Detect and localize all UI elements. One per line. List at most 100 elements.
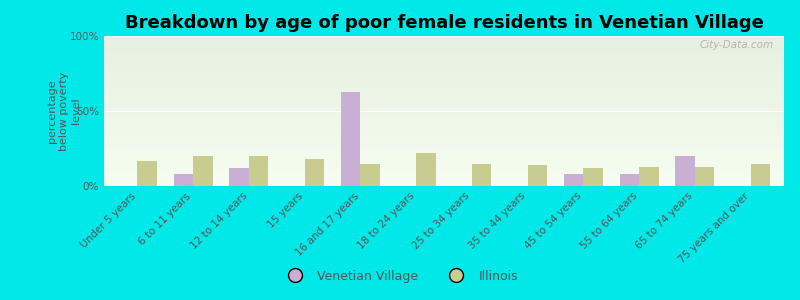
Bar	[104, 128, 784, 129]
Bar	[104, 122, 784, 123]
Bar	[104, 176, 784, 177]
Bar	[104, 81, 784, 82]
Bar	[104, 182, 784, 183]
Bar	[174, 174, 193, 186]
Bar	[104, 38, 784, 39]
Bar	[104, 69, 784, 70]
Bar	[104, 156, 784, 158]
Bar	[104, 164, 784, 165]
Bar	[104, 60, 784, 61]
Bar	[104, 58, 784, 60]
Bar	[104, 124, 784, 126]
Bar	[695, 167, 714, 186]
Bar	[619, 174, 639, 186]
Bar	[104, 85, 784, 87]
Bar	[104, 183, 784, 184]
Bar	[104, 136, 784, 138]
Bar	[104, 82, 784, 84]
Bar	[104, 102, 784, 104]
Bar	[104, 140, 784, 141]
Bar	[104, 159, 784, 160]
Bar	[104, 138, 784, 140]
Y-axis label: percentage
below poverty
level: percentage below poverty level	[47, 71, 81, 151]
Bar	[104, 57, 784, 58]
Bar	[104, 178, 784, 180]
Bar	[104, 39, 784, 40]
Bar	[104, 184, 784, 186]
Bar	[104, 48, 784, 50]
Bar	[104, 76, 784, 78]
Bar	[675, 156, 695, 186]
Bar	[104, 108, 784, 110]
Bar	[104, 153, 784, 154]
Bar	[528, 165, 547, 186]
Bar	[472, 164, 491, 186]
Bar	[104, 141, 784, 142]
Bar	[104, 167, 784, 168]
Text: City-Data.com: City-Data.com	[700, 40, 774, 50]
Bar	[104, 169, 784, 171]
Bar	[249, 156, 269, 186]
Bar	[104, 94, 784, 96]
Bar	[104, 144, 784, 146]
Bar	[583, 168, 603, 186]
Bar	[104, 135, 784, 136]
Bar	[104, 80, 784, 81]
Bar	[104, 171, 784, 172]
Bar	[104, 74, 784, 75]
Bar	[104, 40, 784, 42]
Bar	[104, 45, 784, 46]
Bar	[104, 112, 784, 114]
Bar	[104, 103, 784, 105]
Bar	[104, 90, 784, 92]
Bar	[104, 147, 784, 148]
Bar	[104, 105, 784, 106]
Bar	[104, 84, 784, 86]
Bar	[104, 68, 784, 69]
Bar	[104, 150, 784, 152]
Bar	[104, 110, 784, 111]
Bar	[305, 159, 324, 186]
Bar	[104, 174, 784, 176]
Bar	[104, 160, 784, 162]
Bar	[104, 70, 784, 72]
Bar	[104, 106, 784, 108]
Bar	[104, 46, 784, 48]
Bar	[104, 88, 784, 90]
Bar	[104, 177, 784, 178]
Bar	[104, 118, 784, 120]
Bar	[104, 111, 784, 112]
Bar	[104, 99, 784, 100]
Bar	[104, 64, 784, 66]
Bar	[104, 93, 784, 94]
Bar	[104, 180, 784, 182]
Bar	[104, 154, 784, 156]
Bar	[104, 96, 784, 98]
Bar	[104, 116, 784, 117]
Bar	[360, 164, 380, 186]
Bar	[104, 75, 784, 76]
Bar	[104, 78, 784, 80]
Bar	[104, 142, 784, 144]
Bar	[138, 160, 157, 186]
Bar	[416, 153, 436, 186]
Bar	[341, 92, 360, 186]
Bar	[104, 100, 784, 102]
Bar	[639, 167, 658, 186]
Bar	[104, 92, 784, 93]
Bar	[104, 129, 784, 130]
Bar	[104, 172, 784, 174]
Bar	[230, 168, 249, 186]
Bar	[104, 117, 784, 118]
Bar	[104, 123, 784, 124]
Bar	[104, 168, 784, 170]
Bar	[104, 52, 784, 54]
Legend: Venetian Village, Illinois: Venetian Village, Illinois	[277, 265, 523, 288]
Bar	[193, 156, 213, 186]
Bar	[564, 174, 583, 186]
Bar	[104, 152, 784, 153]
Bar	[104, 63, 784, 64]
Bar	[104, 158, 784, 159]
Bar	[104, 148, 784, 150]
Bar	[104, 42, 784, 44]
